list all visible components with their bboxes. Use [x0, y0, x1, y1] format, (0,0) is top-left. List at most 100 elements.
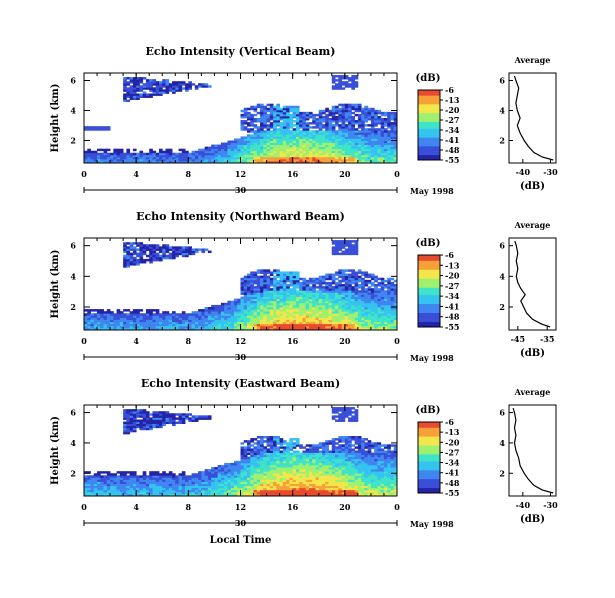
heatmap-cell: [113, 483, 117, 487]
heatmap-cell: [132, 258, 137, 262]
heatmap-cell: [338, 138, 342, 141]
heatmap-cell: [110, 493, 114, 497]
heatmap-cell: [243, 275, 248, 279]
heatmap-cell: [227, 154, 232, 158]
heatmap-cell: [214, 483, 219, 487]
heatmap-cell: [351, 304, 356, 308]
heatmap-cell: [348, 132, 352, 135]
heatmap-cell: [338, 109, 342, 113]
heatmap-cell: [175, 487, 179, 491]
heatmap-cell: [136, 158, 140, 162]
heatmap-cell: [194, 473, 199, 476]
heatmap-cell: [263, 489, 267, 493]
heatmap-cell: [276, 150, 281, 154]
heatmap-cell: [132, 425, 137, 429]
heatmap-cell: [364, 271, 369, 274]
heatmap-cell: [308, 311, 313, 314]
heatmap-cell: [344, 269, 349, 272]
heatmap-cell: [119, 477, 124, 480]
heatmap-cell: [100, 493, 104, 497]
heatmap-cell: [93, 319, 98, 323]
heatmap-cell: [136, 83, 140, 86]
heatmap-cell: [256, 277, 261, 281]
heatmap-cell: [250, 136, 254, 139]
heatmap-cell: [165, 417, 170, 420]
heatmap-cell: [217, 156, 222, 160]
heatmap-cell: [351, 107, 356, 111]
heatmap-cell: [299, 124, 303, 127]
heatmap-cell: [90, 309, 95, 312]
heatmap-cell: [155, 81, 160, 84]
heatmap-cell: [129, 244, 134, 247]
heatmap-cell: [305, 325, 310, 329]
heatmap-cell: [387, 294, 391, 297]
heatmap-cell: [155, 423, 160, 427]
heatmap-cell: [344, 284, 349, 287]
heatmap-cell: [175, 489, 179, 493]
heatmap-cell: [240, 460, 245, 464]
heatmap-cell: [240, 452, 245, 456]
heatmap-cell: [269, 313, 274, 316]
heatmap-cell: [243, 304, 248, 308]
heatmap-cell: [318, 109, 323, 113]
heatmap-cell: [220, 150, 225, 154]
heatmap-cell: [367, 319, 372, 323]
heatmap-cell: [149, 493, 153, 497]
heatmap-cell: [276, 111, 281, 115]
heatmap-cell: [260, 148, 264, 152]
heatmap-cell: [250, 473, 254, 476]
heatmap-cell: [331, 158, 336, 162]
heatmap-cell: [393, 118, 398, 121]
heatmap-cell: [185, 493, 189, 497]
heatmap-cell: [207, 150, 212, 154]
heatmap-cell: [243, 464, 248, 468]
heatmap-cell: [364, 317, 369, 320]
heatmap-cell: [90, 156, 95, 160]
heatmap-cell: [322, 304, 326, 308]
heatmap-cell: [364, 313, 369, 316]
heatmap-cell: [305, 279, 310, 283]
heatmap-cell: [325, 158, 329, 162]
heatmap-cell: [113, 475, 117, 478]
heatmap-cell: [269, 288, 274, 291]
heatmap-cell: [282, 124, 287, 127]
heatmap-cell: [269, 271, 274, 274]
heatmap-cell: [282, 304, 287, 308]
heatmap-cell: [380, 288, 385, 291]
heatmap-cell: [139, 158, 144, 162]
heatmap-cell: [374, 277, 378, 281]
heatmap-cell: [220, 156, 225, 160]
heatmap-cell: [276, 286, 281, 289]
heatmap-cell: [198, 327, 202, 331]
heatmap-cell: [286, 158, 290, 162]
heatmap-cell: [302, 115, 307, 119]
heatmap-cell: [289, 317, 294, 320]
heatmap-cell: [256, 148, 261, 152]
heatmap-cell: [312, 300, 316, 304]
heatmap-cell: [344, 126, 349, 129]
heatmap-cell: [129, 315, 134, 318]
heatmap-cell: [132, 323, 137, 327]
heatmap-cell: [149, 491, 153, 495]
heatmap-cell: [178, 421, 183, 425]
heatmap-cell: [250, 319, 254, 323]
heatmap-cell: [87, 311, 91, 314]
heatmap-cell: [198, 315, 202, 318]
heatmap-cell: [132, 409, 137, 412]
heatmap-cell: [367, 142, 372, 145]
heatmap-cell: [253, 277, 258, 281]
heatmap-cells: [84, 407, 398, 497]
heatmap-cell: [145, 493, 150, 497]
heatmap-cell: [256, 158, 261, 162]
heatmap-cell: [158, 256, 163, 260]
heatmap-cell: [322, 296, 326, 300]
heatmap-cell: [256, 467, 261, 470]
heatmap-cell: [149, 483, 153, 487]
heatmap-cell: [165, 250, 170, 254]
heatmap-cell: [243, 152, 248, 156]
heatmap-cell: [315, 146, 320, 150]
heatmap-cell: [286, 136, 290, 139]
heatmap-cell: [256, 126, 261, 129]
heatmap-cell: [84, 317, 88, 320]
heatmap-cell: [305, 132, 310, 135]
